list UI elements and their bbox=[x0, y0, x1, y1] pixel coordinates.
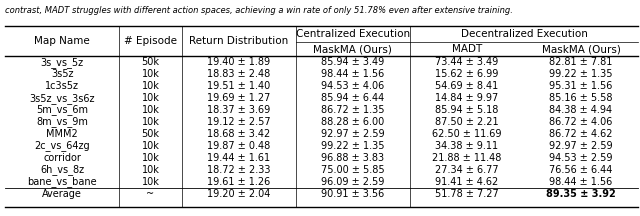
Text: MADT: MADT bbox=[452, 44, 482, 54]
Text: 82.81 ± 7.81: 82.81 ± 7.81 bbox=[549, 57, 612, 67]
Text: 18.83 ± 2.48: 18.83 ± 2.48 bbox=[207, 69, 271, 79]
Text: 92.97 ± 2.59: 92.97 ± 2.59 bbox=[549, 141, 613, 151]
Text: 54.69 ± 8.41: 54.69 ± 8.41 bbox=[435, 81, 499, 91]
Text: 94.53 ± 4.06: 94.53 ± 4.06 bbox=[321, 81, 385, 91]
Text: 10k: 10k bbox=[141, 153, 159, 163]
Text: Return Distribution: Return Distribution bbox=[189, 36, 289, 46]
Text: 10k: 10k bbox=[141, 69, 159, 79]
Text: 15.62 ± 6.99: 15.62 ± 6.99 bbox=[435, 69, 499, 79]
Text: 3s5z_vs_3s6z: 3s5z_vs_3s6z bbox=[29, 93, 95, 103]
Text: 98.44 ± 1.56: 98.44 ± 1.56 bbox=[321, 69, 385, 79]
Text: 92.97 ± 2.59: 92.97 ± 2.59 bbox=[321, 129, 385, 139]
Text: 96.09 ± 2.59: 96.09 ± 2.59 bbox=[321, 177, 385, 187]
Text: 85.94 ± 5.18: 85.94 ± 5.18 bbox=[435, 105, 499, 115]
Text: 27.34 ± 6.77: 27.34 ± 6.77 bbox=[435, 165, 499, 175]
Text: 18.68 ± 3.42: 18.68 ± 3.42 bbox=[207, 129, 271, 139]
Text: 62.50 ± 11.69: 62.50 ± 11.69 bbox=[432, 129, 502, 139]
Text: 89.35 ± 3.92: 89.35 ± 3.92 bbox=[546, 189, 616, 199]
Text: 84.38 ± 4.94: 84.38 ± 4.94 bbox=[550, 105, 612, 115]
Text: 96.88 ± 3.83: 96.88 ± 3.83 bbox=[321, 153, 385, 163]
Text: Decentralized Execution: Decentralized Execution bbox=[461, 29, 588, 39]
Text: 19.44 ± 1.61: 19.44 ± 1.61 bbox=[207, 153, 270, 163]
Text: 18.37 ± 3.69: 18.37 ± 3.69 bbox=[207, 105, 271, 115]
Text: ~: ~ bbox=[147, 189, 154, 199]
Text: 19.61 ± 1.26: 19.61 ± 1.26 bbox=[207, 177, 271, 187]
Text: 8m_vs_9m: 8m_vs_9m bbox=[36, 117, 88, 127]
Text: MaskMA (Ours): MaskMA (Ours) bbox=[314, 44, 392, 54]
Text: Average: Average bbox=[42, 189, 82, 199]
Text: 76.56 ± 6.44: 76.56 ± 6.44 bbox=[549, 165, 612, 175]
Text: 19.69 ± 1.27: 19.69 ± 1.27 bbox=[207, 93, 271, 103]
Text: 94.53 ± 2.59: 94.53 ± 2.59 bbox=[549, 153, 612, 163]
Text: 86.72 ± 4.06: 86.72 ± 4.06 bbox=[549, 117, 612, 127]
Text: corridor: corridor bbox=[44, 153, 81, 163]
Text: 19.12 ± 2.57: 19.12 ± 2.57 bbox=[207, 117, 271, 127]
Text: 19.40 ± 1.89: 19.40 ± 1.89 bbox=[207, 57, 270, 67]
Text: MaskMA (Ours): MaskMA (Ours) bbox=[541, 44, 620, 54]
Text: Map Name: Map Name bbox=[35, 36, 90, 46]
Text: 3s5z: 3s5z bbox=[51, 69, 74, 79]
Text: 91.41 ± 4.62: 91.41 ± 4.62 bbox=[435, 177, 499, 187]
Text: 10k: 10k bbox=[141, 141, 159, 151]
Text: 90.91 ± 3.56: 90.91 ± 3.56 bbox=[321, 189, 385, 199]
Text: 86.72 ± 4.62: 86.72 ± 4.62 bbox=[549, 129, 612, 139]
Text: 10k: 10k bbox=[141, 177, 159, 187]
Text: 98.44 ± 1.56: 98.44 ± 1.56 bbox=[549, 177, 612, 187]
Text: 19.20 ± 2.04: 19.20 ± 2.04 bbox=[207, 189, 271, 199]
Text: 99.22 ± 1.35: 99.22 ± 1.35 bbox=[321, 141, 385, 151]
Text: 73.44 ± 3.49: 73.44 ± 3.49 bbox=[435, 57, 499, 67]
Text: 18.72 ± 2.33: 18.72 ± 2.33 bbox=[207, 165, 271, 175]
Text: 85.16 ± 5.58: 85.16 ± 5.58 bbox=[549, 93, 612, 103]
Text: 10k: 10k bbox=[141, 105, 159, 115]
Text: 21.88 ± 11.48: 21.88 ± 11.48 bbox=[432, 153, 502, 163]
Text: 10k: 10k bbox=[141, 117, 159, 127]
Text: 2c_vs_64zg: 2c_vs_64zg bbox=[35, 140, 90, 151]
Text: 14.84 ± 9.97: 14.84 ± 9.97 bbox=[435, 93, 499, 103]
Text: 99.22 ± 1.35: 99.22 ± 1.35 bbox=[549, 69, 612, 79]
Text: 1c3s5z: 1c3s5z bbox=[45, 81, 79, 91]
Text: 75.00 ± 5.85: 75.00 ± 5.85 bbox=[321, 165, 385, 175]
Text: 88.28 ± 6.00: 88.28 ± 6.00 bbox=[321, 117, 385, 127]
Text: 87.50 ± 2.21: 87.50 ± 2.21 bbox=[435, 117, 499, 127]
Text: 10k: 10k bbox=[141, 93, 159, 103]
Text: 85.94 ± 6.44: 85.94 ± 6.44 bbox=[321, 93, 385, 103]
Text: contrast, MADT struggles with different action spaces, achieving a win rate of o: contrast, MADT struggles with different … bbox=[5, 6, 513, 16]
Text: bane_vs_bane: bane_vs_bane bbox=[28, 176, 97, 187]
Text: 3s_vs_5z: 3s_vs_5z bbox=[40, 57, 84, 68]
Text: MMM2: MMM2 bbox=[46, 129, 78, 139]
Text: # Episode: # Episode bbox=[124, 36, 177, 46]
Text: 85.94 ± 3.49: 85.94 ± 3.49 bbox=[321, 57, 385, 67]
Text: 34.38 ± 9.11: 34.38 ± 9.11 bbox=[435, 141, 499, 151]
Text: 86.72 ± 1.35: 86.72 ± 1.35 bbox=[321, 105, 385, 115]
Text: 5m_vs_6m: 5m_vs_6m bbox=[36, 105, 88, 116]
Text: 50k: 50k bbox=[141, 57, 159, 67]
Text: 19.51 ± 1.40: 19.51 ± 1.40 bbox=[207, 81, 271, 91]
Text: 19.87 ± 0.48: 19.87 ± 0.48 bbox=[207, 141, 271, 151]
Text: 6h_vs_8z: 6h_vs_8z bbox=[40, 164, 84, 175]
Text: 10k: 10k bbox=[141, 165, 159, 175]
Text: 50k: 50k bbox=[141, 129, 159, 139]
Text: 10k: 10k bbox=[141, 81, 159, 91]
Text: 51.78 ± 7.27: 51.78 ± 7.27 bbox=[435, 189, 499, 199]
Text: 95.31 ± 1.56: 95.31 ± 1.56 bbox=[549, 81, 612, 91]
Text: Centralized Execution: Centralized Execution bbox=[296, 29, 410, 39]
